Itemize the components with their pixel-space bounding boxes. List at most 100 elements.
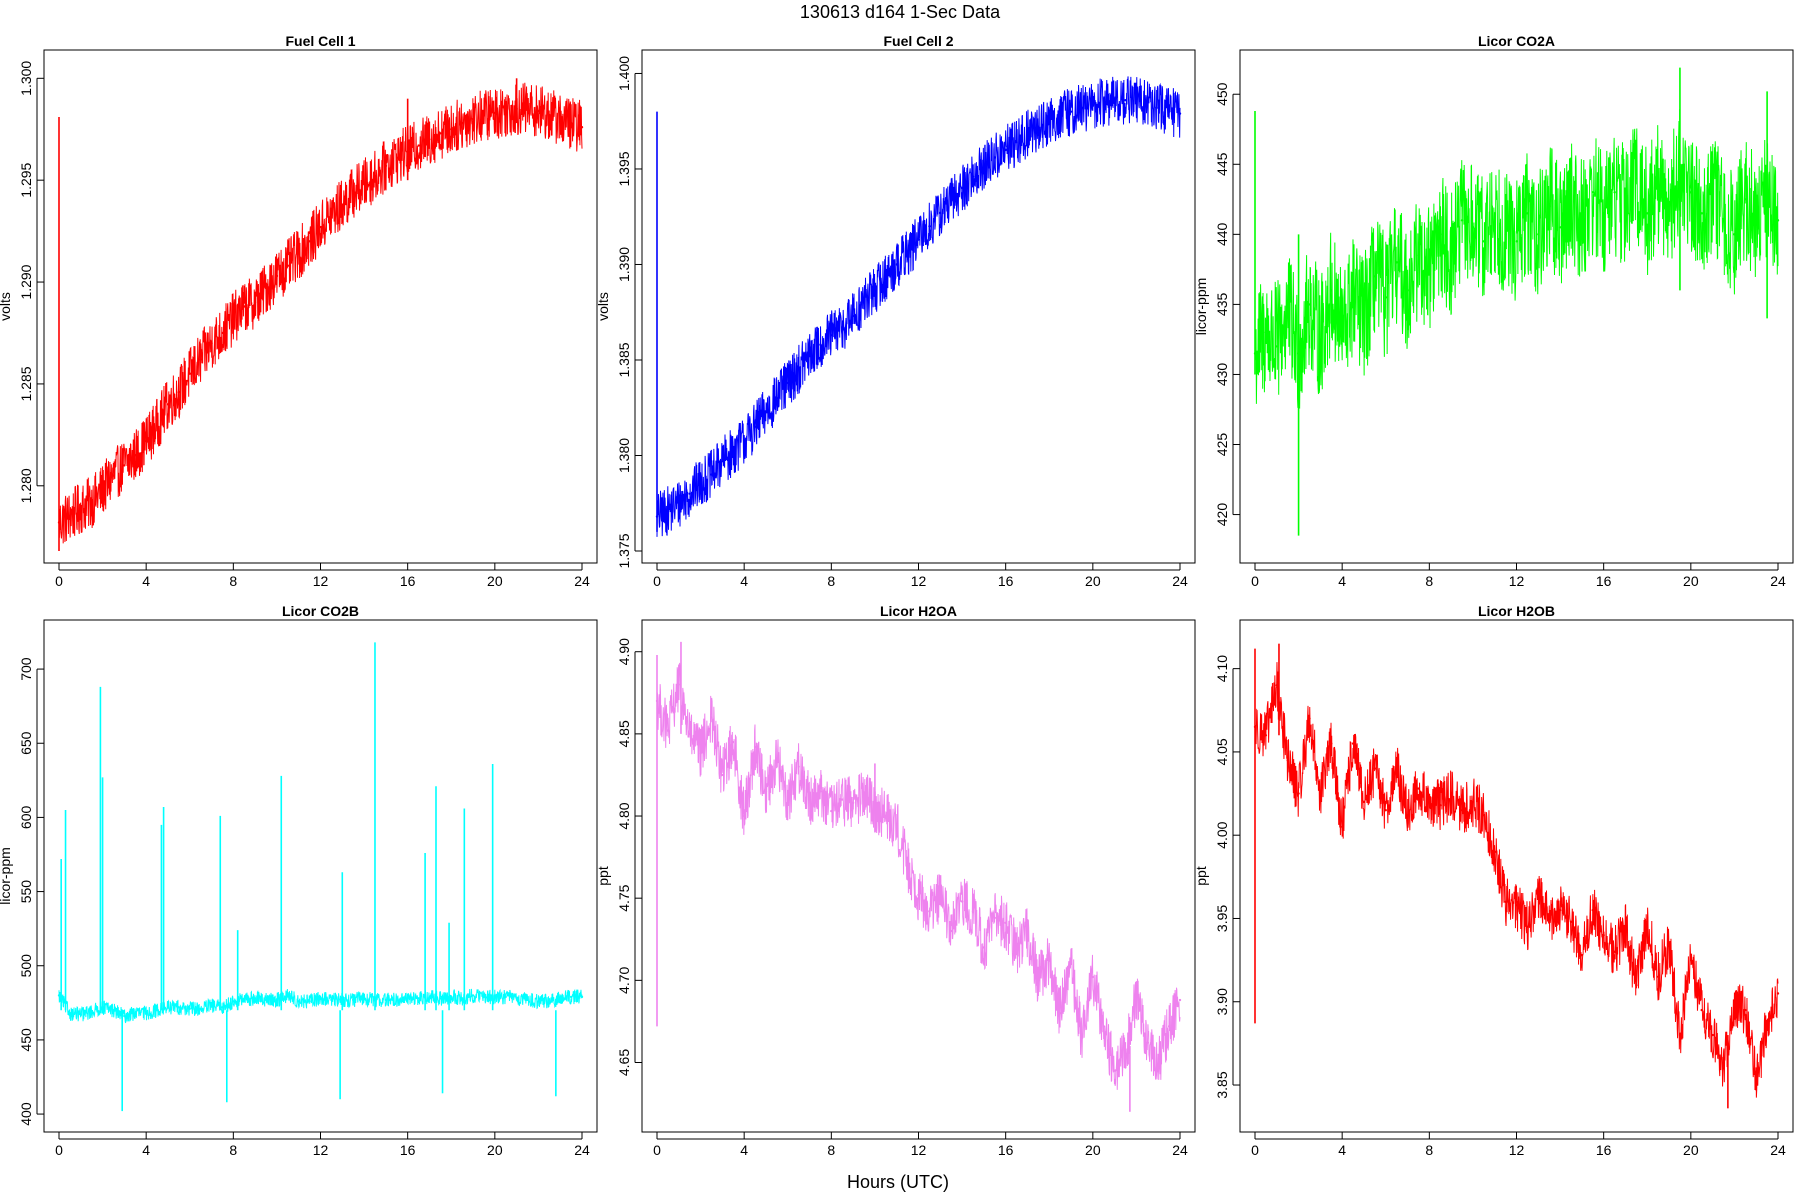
panel-fuel-cell-2-data-point: [1178, 112, 1182, 115]
panel-licor-co2b-data-point: [580, 995, 584, 999]
panel-fuel-cell-1-data-point: [384, 164, 388, 168]
panel-licor-h2oa-data-point: [786, 798, 789, 801]
panel-licor-co2b-data-point: [439, 997, 442, 1000]
panel-licor-co2a-x-tick-label: 0: [1251, 573, 1259, 589]
panel-fuel-cell-1-y-axis-label: volts: [0, 292, 13, 321]
panel-fuel-cell-2-data-point: [1102, 100, 1105, 104]
panel-fuel-cell-2-data-point: [928, 225, 931, 228]
panel-licor-h2ob-data-point: [1482, 814, 1486, 817]
panel-licor-co2a-data-point: [1744, 198, 1747, 201]
panel-fuel-cell-2-data-point: [753, 425, 757, 429]
panel-fuel-cell-1-data-point: [548, 113, 551, 117]
panel-licor-h2ob-x-tick-label: 16: [1596, 1142, 1612, 1158]
panel-licor-co2a-data-point: [1591, 191, 1594, 194]
panel-licor-h2oa-data-point: [1124, 1053, 1127, 1056]
panel-fuel-cell-2-data-point: [1113, 99, 1116, 102]
panel-licor-h2ob-data-point: [1330, 742, 1333, 745]
panel-fuel-cell-2-y-tick-label: 1.385: [616, 342, 632, 377]
panel-licor-co2b-x-tick-label: 20: [487, 1142, 503, 1158]
panel-fuel-cell-1-data-point: [243, 305, 246, 308]
panel-fuel-cell-1-series-line: [58, 82, 583, 544]
panel-licor-h2ob-data-point: [1765, 1025, 1769, 1028]
panel-fuel-cell-1-y-tick-label: 1.300: [18, 61, 34, 96]
panel-licor-h2oa-data-point: [808, 798, 811, 801]
panel-licor-co2b-data-point: [166, 1006, 170, 1009]
panel-licor-co2a-data-point: [1384, 296, 1387, 299]
panel-fuel-cell-1-x-tick-label: 4: [142, 573, 150, 589]
panel-fuel-cell-2-data-point: [1015, 141, 1018, 144]
panel-fuel-cell-1-data-point: [188, 372, 191, 375]
panel-fuel-cell-2-data-point: [949, 200, 953, 203]
panel-licor-h2oa-data-point: [732, 740, 735, 744]
panel-licor-h2oa-y-tick-label: 4.75: [616, 884, 632, 911]
panel-fuel-cell-2-data-point: [666, 509, 670, 513]
panel-licor-co2a-data-point: [1330, 289, 1333, 292]
panel-fuel-cell-2-data-point: [1124, 99, 1127, 102]
panel-licor-h2ob-data-point: [1635, 983, 1638, 987]
panel-fuel-cell-2-data-point: [1026, 133, 1029, 136]
panel-licor-co2b-data-point: [297, 1000, 300, 1003]
panel-fuel-cell-2-data-point: [917, 238, 920, 241]
panel-licor-co2b-data-point: [362, 997, 366, 1000]
panel-fuel-cell-2-data-point: [960, 186, 964, 190]
panel-licor-h2oa-data-point: [851, 801, 855, 805]
panel-licor-h2ob-data-point: [1417, 787, 1420, 790]
panel-licor-co2b-data-point: [232, 1000, 235, 1003]
panel-licor-co2a-x-tick-label: 20: [1683, 573, 1699, 589]
panel-licor-h2ob-y-tick-label: 4.10: [1214, 655, 1230, 682]
panel-fuel-cell-1-data-point: [144, 439, 148, 443]
panel-licor-h2oa-data-point: [862, 795, 866, 798]
panel-licor-co2b-data-point: [493, 995, 497, 999]
panel-fuel-cell-2-data-point: [1167, 110, 1171, 113]
panel-fuel-cell-1-data-point: [428, 138, 431, 141]
panel-licor-co2b-data-point: [460, 997, 464, 1000]
panel-licor-h2ob-data-point: [1362, 800, 1366, 804]
panel-fuel-cell-1-data-point: [155, 423, 159, 426]
panel-licor-co2b-data-point: [482, 995, 486, 999]
panel-fuel-cell-1-data-point: [221, 331, 224, 335]
panel-licor-h2oa: Licor H2OA 0 4 8 12 16 20 24 4.65 4.70 4.75 4.80 4.8…: [595, 603, 1196, 1158]
panel-fuel-cell-2-data-point: [1091, 104, 1095, 108]
panel-licor-co2b-data-point: [199, 1007, 202, 1010]
panel-licor-co2b-data-point: [428, 995, 431, 999]
panel-licor-h2ob-data-point: [1351, 742, 1355, 745]
panel-licor-h2oa-data-point: [775, 757, 779, 760]
panel-licor-co2b-x-tick-label: 0: [55, 1142, 63, 1158]
panel-fuel-cell-2-y-tick-label: 1.380: [616, 438, 632, 473]
panel-licor-h2oa-data-point: [1026, 929, 1029, 933]
panel-licor-co2b-data-point: [471, 994, 475, 997]
panel-fuel-cell-1-x-tick-label: 8: [229, 573, 237, 589]
panel-licor-co2a-data-point: [1471, 226, 1475, 229]
panel-licor-h2ob-data-point: [1395, 767, 1398, 770]
panel-fuel-cell-2-data-point: [819, 343, 822, 346]
panel-licor-co2a-data-point: [1624, 205, 1627, 208]
panel-licor-h2ob-data-point: [1449, 792, 1453, 795]
panel-licor-co2b-y-tick-label: 450: [18, 1028, 34, 1052]
panel-fuel-cell-1-data-point: [123, 464, 126, 467]
panel-licor-co2b-data-point: [210, 1004, 213, 1007]
panel-licor-h2ob-data-point: [1678, 1033, 1682, 1037]
panel-licor-co2a-data-point: [1755, 219, 1758, 222]
panel-licor-co2a-data-point: [1635, 177, 1638, 180]
panel-fuel-cell-1-y-tick-label: 1.280: [18, 468, 34, 503]
panel-licor-co2b-y-tick-label: 700: [18, 657, 34, 681]
panel-licor-h2oa-y-tick-label: 4.85: [616, 720, 632, 747]
panel-licor-co2b-data-point: [188, 1007, 191, 1010]
panel-licor-co2a: Licor CO2A 0 4 8 12 16 20 24 420 425 430 435 440 445 4…: [1193, 33, 1794, 589]
panel-licor-h2oa-y-tick-label: 4.65: [616, 1049, 632, 1076]
panel-fuel-cell-2-data-point: [1058, 114, 1062, 117]
panel-licor-co2b-data-point: [450, 995, 453, 999]
panel-licor-h2ob-data-point: [1526, 925, 1529, 928]
panel-licor-h2oa-data-point: [841, 798, 844, 801]
panel-licor-co2a-data-point: [1504, 233, 1507, 236]
panel-licor-co2b-data-point: [275, 998, 279, 1002]
panel-fuel-cell-1-data-point: [286, 264, 290, 267]
panel-licor-co2a-y-tick-label: 440: [1214, 222, 1230, 246]
panel-licor-h2oa-y-tick-label: 4.90: [616, 638, 632, 665]
panel-licor-h2ob-data-point: [1547, 920, 1551, 924]
panel-licor-h2oa-data-point: [906, 864, 909, 867]
panel-licor-co2a-y-tick-label: 435: [1214, 293, 1230, 317]
panel-fuel-cell-1-title: Fuel Cell 1: [285, 33, 355, 49]
panel-licor-co2b-data-point: [504, 995, 507, 999]
panel-fuel-cell-2: Fuel Cell 2 0 4 8 12 16 20 24 1.375 1.380 1.385 1.3…: [595, 33, 1196, 589]
